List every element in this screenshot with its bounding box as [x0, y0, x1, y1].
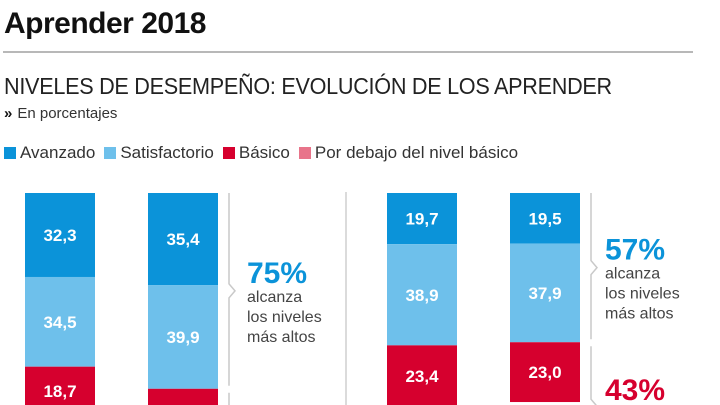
legend-swatch-por-debajo	[298, 147, 311, 159]
legend-swatch-basico	[222, 147, 235, 159]
bar-segment-avanzado	[25, 193, 95, 277]
annotation-text-line: alcanza	[247, 289, 302, 306]
bracket-upper	[590, 193, 598, 340]
bar-value-label: 37,9	[528, 284, 561, 303]
bar-value-label: 18,7	[43, 382, 76, 401]
bar-value-label: 23,0	[528, 363, 561, 382]
bar-value-label: 19,5	[528, 209, 561, 228]
annotation-percent-upper: 57%	[605, 234, 665, 267]
chart-title: NIVELES DE DESEMPEÑO: EVOLUCIÓN DE LOS A…	[4, 73, 612, 99]
bar-value-label: 34,5	[43, 313, 76, 332]
double-chevron-icon: »	[4, 105, 13, 122]
bar-segment-avanzado	[510, 193, 580, 244]
bar-segment-satisfactorio	[148, 285, 218, 389]
bar-segment-avanzado	[148, 193, 218, 286]
bar-segment-satisfactorio	[387, 244, 457, 346]
bar-value-label: 39,9	[166, 328, 199, 347]
bar-segment-basico	[387, 345, 457, 405]
annotation-text-line: más altos	[605, 306, 673, 323]
bar-segment-avanzado	[387, 193, 457, 245]
bar-segment-basico	[25, 366, 95, 405]
legend-label: Básico	[238, 143, 290, 162]
bar-segment-basico	[148, 388, 218, 405]
chart-legend: Avanzado Satisfactorio Básico Por debajo…	[4, 142, 527, 164]
bar-value-label: 35,4	[166, 230, 200, 249]
bracket-upper	[228, 193, 236, 386]
bar-value-label: 32,3	[43, 226, 76, 245]
bracket-lower	[590, 346, 597, 405]
legend-swatch-avanzado	[4, 147, 16, 159]
annotation-percent-upper: 75%	[247, 257, 307, 290]
title-divider	[3, 51, 693, 53]
legend-item-avanzado: Avanzado	[4, 142, 95, 164]
bar-segment-satisfactorio	[25, 276, 95, 367]
bar-value-label: 38,9	[405, 286, 438, 305]
subtitle-text: En porcentajes	[17, 105, 118, 122]
legend-label: Por debajo del nivel básico	[314, 143, 519, 162]
bar-value-label: 23,4	[405, 367, 439, 386]
annotation-text-line: los niveles	[247, 309, 322, 326]
chart-subtitle: » En porcentajes	[4, 104, 117, 124]
annotation-percent-lower: 43%	[605, 374, 665, 405]
bracket-lower	[228, 392, 230, 405]
bar-segment-basico	[510, 342, 580, 403]
annotation-text-line: más altos	[247, 329, 315, 346]
bar-value-label: 19,7	[405, 210, 438, 229]
page-title: Aprender 2018	[4, 7, 206, 40]
legend-label: Satisfactorio	[120, 143, 214, 162]
legend-item-por-debajo: Por debajo del nivel básico	[298, 142, 519, 164]
annotation-text-line: alcanza	[605, 266, 660, 283]
legend-item-basico: Básico	[222, 142, 290, 164]
annotation-text-line: los niveles	[605, 286, 680, 303]
legend-label: Avanzado	[20, 143, 96, 162]
bar-segment-satisfactorio	[510, 243, 580, 343]
legend-item-satisfactorio: Satisfactorio	[104, 142, 214, 164]
legend-swatch-satisfactorio	[104, 147, 117, 159]
